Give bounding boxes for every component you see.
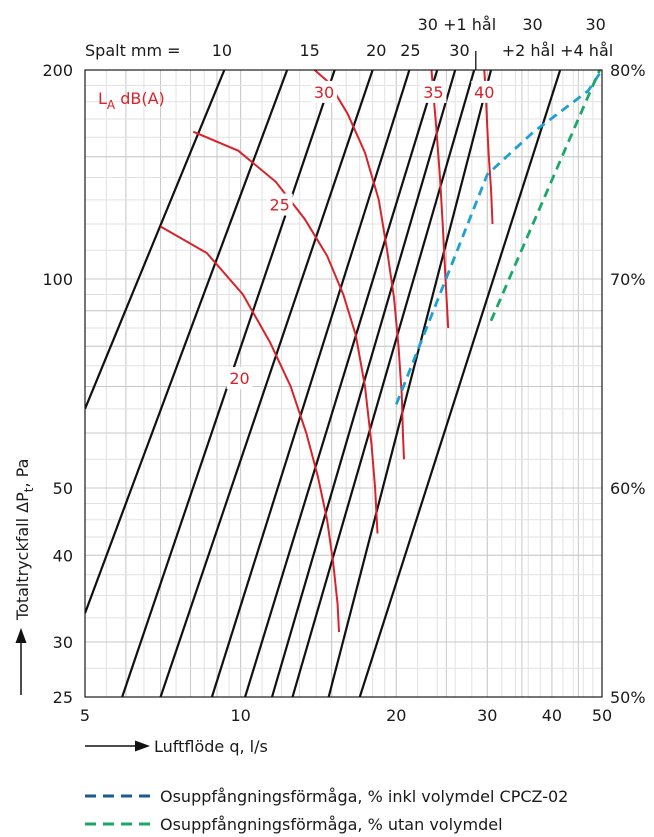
y-axis-title: Totaltryckfall ΔPt, Pa	[13, 459, 36, 621]
x-tick-label: 30	[477, 706, 497, 725]
y2-tick-label: 80%	[610, 61, 646, 80]
pressure-line	[291, 70, 476, 697]
spalt-labels: Spalt mm = 10 15 20 25 30 30 +1 hål 30 +2 hål 30…	[85, 15, 613, 60]
pressure-line	[327, 70, 493, 697]
spalt-prefix: Spalt mm =	[85, 41, 181, 60]
y-tick-label: 50	[53, 479, 73, 498]
y-tick-label: 200	[42, 61, 73, 80]
spalt-label: 10	[212, 41, 232, 60]
y-axis-arrow	[15, 628, 27, 695]
spalt-label: +4 hål	[560, 41, 613, 60]
spalt-label: 20	[366, 41, 386, 60]
tick-labels: 5 10 20 30 40 50 25 30 40 50 100 200 50% 60% 70% 80%	[42, 61, 645, 725]
spalt-label: 15	[299, 41, 319, 60]
pressure-line	[358, 70, 562, 697]
pressure-line	[159, 70, 374, 697]
legend: Osuppfångningsförmåga, % inkl volymdel C…	[85, 787, 568, 834]
x-tick-label: 5	[80, 706, 90, 725]
sound-label-bg	[471, 80, 498, 103]
y2-tick-label: 50%	[610, 688, 646, 707]
sound-label-bg	[311, 80, 338, 103]
efficiency-series-2	[489, 69, 601, 322]
sound-label-20: 20	[229, 369, 249, 388]
sound-label-bg	[226, 367, 253, 390]
efficiency-series-1	[394, 69, 604, 405]
y-tick-label: 30	[53, 633, 73, 652]
y2-tick-label: 60%	[610, 479, 646, 498]
sound-label-30: 30	[314, 83, 334, 102]
sound-axis-title: LA dB(A)	[98, 89, 165, 112]
legend-label-2: Osuppfångningsförmåga, % utan volymdel	[160, 815, 503, 834]
x-tick-label: 10	[230, 706, 250, 725]
spalt-label: +2 hål	[502, 41, 555, 60]
sound-label-25: 25	[270, 196, 290, 215]
x-axis-title: Luftflöde q, l/s	[154, 737, 268, 756]
sound-label-bg	[420, 80, 447, 103]
sound-curve-30	[313, 69, 405, 460]
legend-label-1: Osuppfångningsförmåga, % inkl volymdel C…	[160, 787, 568, 806]
svg-text:Totaltryckfall ΔPt, Pa: Totaltryckfall ΔPt, Pa	[13, 459, 36, 621]
x-tick-label: 20	[386, 706, 406, 725]
spalt-label: 30 +1 hål	[418, 15, 497, 34]
sound-curve-20	[160, 225, 340, 633]
pressure-line	[210, 70, 411, 697]
x-axis-arrow	[85, 740, 150, 752]
spalt-label: 30	[522, 15, 542, 34]
spalt-label: 30	[449, 41, 469, 60]
grid	[84, 69, 603, 698]
sound-labels: LA dB(A) 20 25 30 35 40	[98, 80, 498, 390]
spalt-label: 30	[585, 15, 605, 34]
y-tick-label: 100	[42, 270, 73, 289]
y-tick-label: 25	[53, 688, 73, 707]
pressure-line	[244, 70, 439, 697]
sound-curve-25	[192, 130, 379, 534]
pressure-lines	[85, 70, 562, 697]
plot-frame	[84, 69, 603, 698]
x-tick-label: 50	[592, 706, 612, 725]
sound-label-bg	[266, 193, 293, 216]
pressure-line	[85, 70, 289, 614]
sound-label-40: 40	[474, 83, 494, 102]
sound-label-35: 35	[423, 83, 443, 102]
efficiency-series	[394, 69, 604, 405]
y-tick-label: 40	[53, 546, 73, 565]
x-tick-label: 40	[542, 706, 562, 725]
pressure-line	[85, 70, 226, 410]
spalt-label: 25	[400, 41, 420, 60]
y2-tick-label: 70%	[610, 270, 646, 289]
